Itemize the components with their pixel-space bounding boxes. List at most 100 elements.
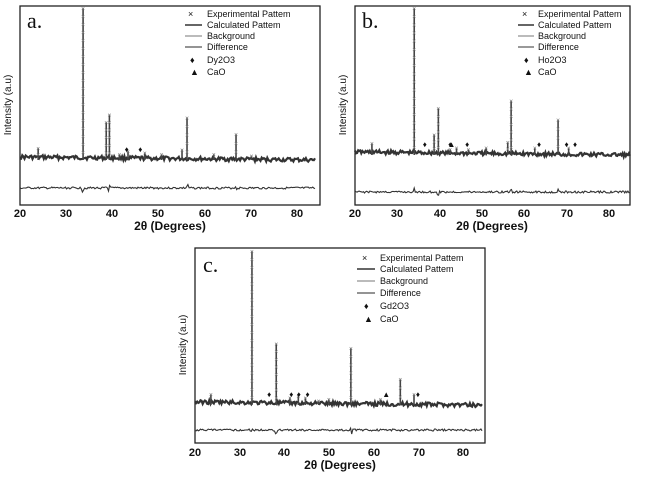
experimental-point: × bbox=[274, 357, 278, 364]
experimental-point: × bbox=[509, 130, 513, 137]
experimental-point: × bbox=[509, 114, 513, 121]
phase-marker: ♦ bbox=[297, 390, 301, 399]
legend-experimental: Experimental Pattem bbox=[538, 9, 622, 19]
legend: × Experimental Pattem Calculated Pattem … bbox=[357, 253, 464, 324]
experimental-point: × bbox=[327, 397, 331, 404]
experimental-pattern-line bbox=[194, 396, 483, 410]
experimental-point: × bbox=[81, 30, 85, 37]
experimental-point: × bbox=[250, 314, 254, 321]
experimental-point: × bbox=[412, 39, 416, 46]
panel-label: a. bbox=[27, 8, 42, 33]
phase-marker: ♦ bbox=[306, 390, 310, 399]
experimental-point: × bbox=[349, 362, 353, 369]
experimental-point: × bbox=[436, 106, 440, 113]
x-tick-label: 40 bbox=[106, 208, 118, 220]
experimental-point: × bbox=[81, 134, 85, 141]
experimental-point: × bbox=[274, 349, 278, 356]
panel-c: c. Intensity (a.u) 2θ (Degrees) × Experi… bbox=[178, 247, 486, 472]
experimental-point: × bbox=[81, 102, 85, 109]
phase-marker: ♦ bbox=[267, 390, 271, 399]
legend-phase1: Dy2O3 bbox=[207, 55, 235, 65]
plot-frame bbox=[354, 5, 631, 206]
y-axis-label: Intensity (a.u) bbox=[3, 75, 14, 136]
experimental-point: × bbox=[234, 132, 238, 139]
x-tick-label: 70 bbox=[413, 447, 425, 459]
experimental-point: × bbox=[104, 150, 108, 157]
experimental-point: × bbox=[556, 135, 560, 142]
experimental-point: × bbox=[234, 149, 238, 156]
experimental-point: × bbox=[432, 132, 436, 139]
experimental-point: × bbox=[250, 354, 254, 361]
experimental-point: × bbox=[412, 96, 416, 103]
x-tick-label: 60 bbox=[518, 208, 530, 220]
x-tick-label: 80 bbox=[603, 208, 615, 220]
experimental-point: × bbox=[234, 141, 238, 148]
experimental-point: × bbox=[398, 377, 402, 384]
experimental-point: × bbox=[370, 141, 374, 148]
experimental-point: × bbox=[412, 6, 416, 13]
x-tick-label: 40 bbox=[278, 447, 290, 459]
experimental-point: × bbox=[250, 281, 254, 288]
plot-frame bbox=[194, 247, 486, 444]
x-tick-label: 60 bbox=[368, 447, 380, 459]
experimental-point: × bbox=[412, 137, 416, 144]
x-axis-label: 2θ (Degrees) bbox=[304, 458, 376, 472]
experimental-point: × bbox=[349, 395, 353, 402]
experimental-point: × bbox=[509, 137, 513, 144]
experimental-point: × bbox=[249, 153, 253, 160]
x-tick-label: 70 bbox=[245, 208, 257, 220]
experimental-point: × bbox=[436, 114, 440, 121]
experimental-point: × bbox=[185, 132, 189, 139]
experimental-point: × bbox=[556, 127, 560, 134]
experimental-point: × bbox=[81, 46, 85, 53]
experimental-point: × bbox=[107, 120, 111, 127]
experimental-point: × bbox=[107, 143, 111, 150]
experimental-point: × bbox=[36, 146, 40, 153]
experimental-point: × bbox=[412, 22, 416, 29]
x-tick-label: 40 bbox=[434, 208, 446, 220]
experimental-point: × bbox=[412, 120, 416, 127]
phase-marker: ♦ bbox=[416, 390, 420, 399]
experimental-point: × bbox=[81, 142, 85, 149]
experimental-point: × bbox=[185, 124, 189, 131]
experimental-point: × bbox=[107, 135, 111, 142]
experimental-point: × bbox=[250, 249, 254, 256]
experimental-point: × bbox=[378, 397, 382, 404]
phase-marker: ▲ bbox=[448, 140, 456, 149]
legend-phase2: CaO bbox=[207, 67, 226, 77]
experimental-point: × bbox=[107, 150, 111, 157]
x-tick-label: 80 bbox=[457, 447, 469, 459]
experimental-point: × bbox=[317, 398, 321, 405]
legend-phase1-symbol: ♦ bbox=[364, 301, 369, 311]
x-ticks: 20 30 40 50 60 70 80 bbox=[14, 208, 303, 220]
legend-phase1: Ho2O3 bbox=[538, 55, 567, 65]
x-axis-label: 2θ (Degrees) bbox=[134, 219, 206, 233]
experimental-point: × bbox=[288, 395, 292, 402]
experimental-point: × bbox=[81, 150, 85, 157]
panel-label: c. bbox=[203, 252, 218, 277]
experimental-point: × bbox=[412, 31, 416, 38]
panel-a: a. Intensity (a.u) 2θ (Degrees) × Experi… bbox=[3, 5, 321, 233]
legend-experimental: Experimental Pattem bbox=[207, 9, 291, 19]
experimental-point: × bbox=[250, 387, 254, 394]
experimental-point: × bbox=[81, 54, 85, 61]
experimental-point: × bbox=[303, 395, 307, 402]
phase-marker: ♦ bbox=[537, 140, 541, 149]
experimental-point: × bbox=[509, 99, 513, 106]
experimental-point: × bbox=[81, 22, 85, 29]
experimental-point: × bbox=[484, 146, 488, 153]
experimental-point: × bbox=[81, 110, 85, 117]
experimental-point: × bbox=[250, 379, 254, 386]
experimental-point: × bbox=[448, 147, 452, 154]
experimental-point: × bbox=[250, 346, 254, 353]
experimental-point: × bbox=[274, 341, 278, 348]
experimental-point: × bbox=[412, 112, 416, 119]
legend-difference: Difference bbox=[380, 288, 421, 298]
experimental-point: × bbox=[274, 380, 278, 387]
experimental-pattern-line bbox=[19, 152, 316, 165]
legend-difference: Difference bbox=[207, 42, 248, 52]
difference-line bbox=[354, 185, 631, 196]
x-tick-label: 70 bbox=[561, 208, 573, 220]
phase-marker: ♦ bbox=[448, 140, 452, 149]
